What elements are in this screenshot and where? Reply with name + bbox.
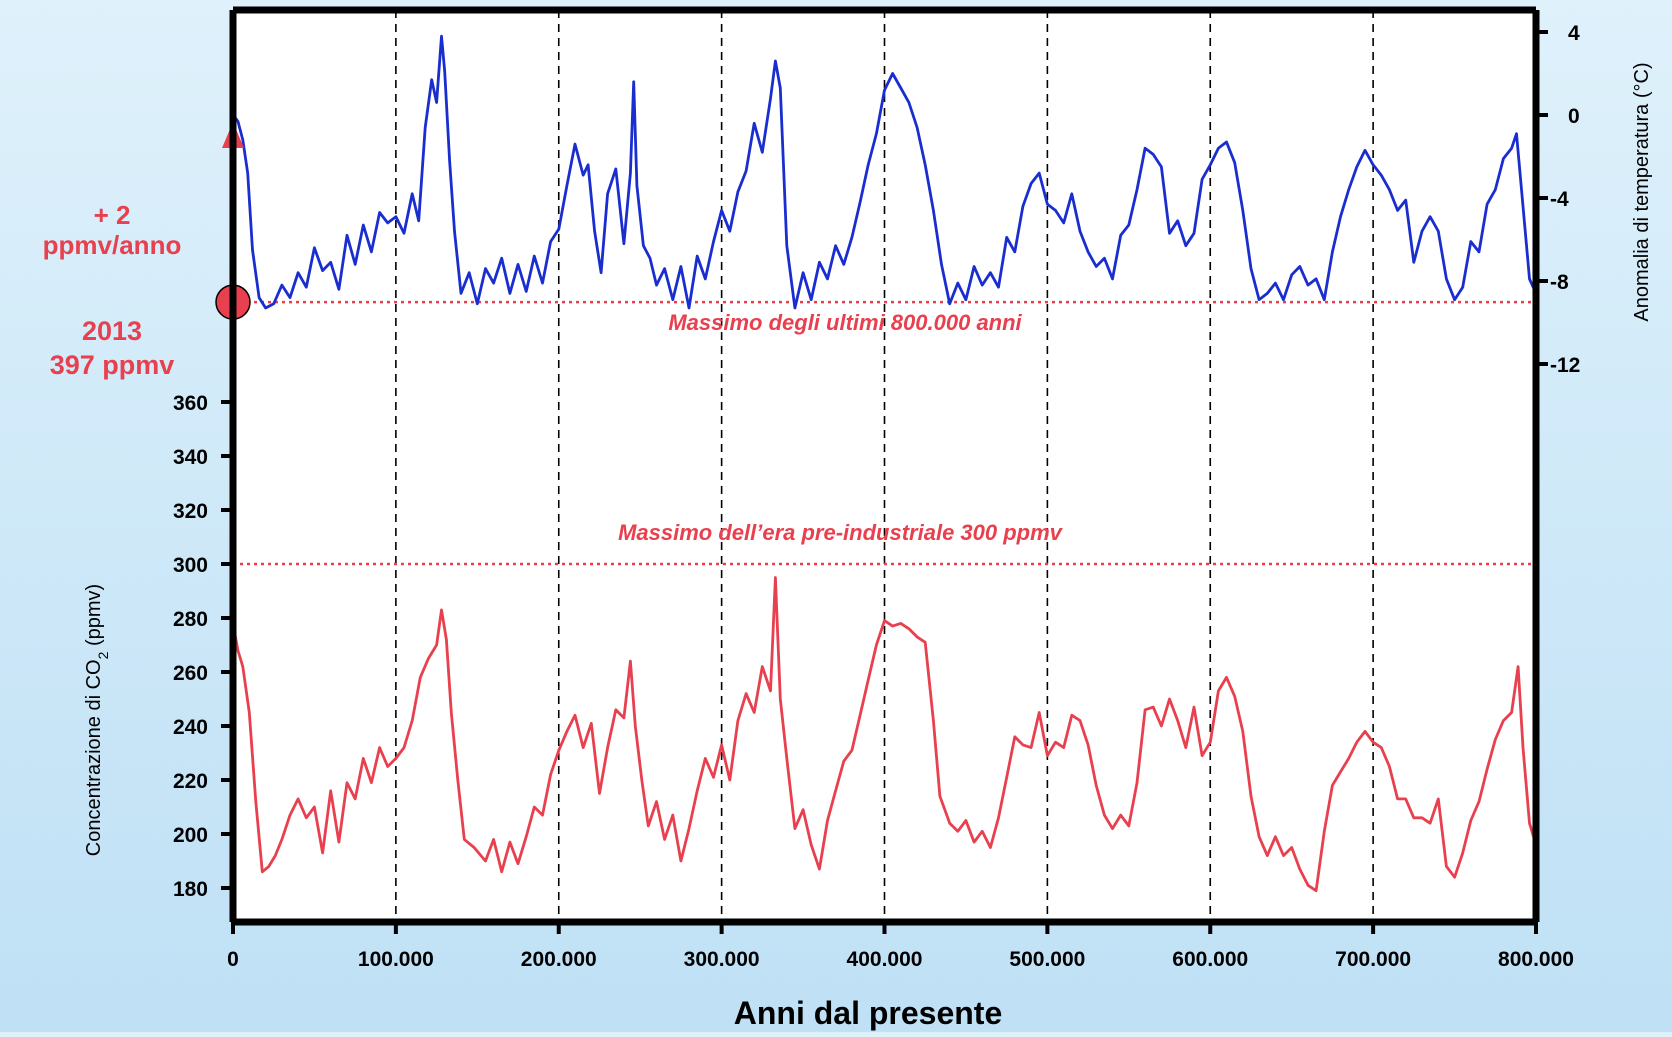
grid-layer <box>395 10 1374 922</box>
event-value-label: 397 ppmv <box>50 350 175 380</box>
right-axis-title: Anomalia di temperatura (°C) <box>1631 62 1653 321</box>
reference-line-label: Massimo degli ultimi 800.000 anni <box>668 310 1022 335</box>
temperature-series-line <box>231 34 1538 310</box>
x-tick-label: 400.000 <box>847 948 923 971</box>
reference-lines-layer: Massimo degli ultimi 800.000 anni Massimo… <box>233 300 1536 566</box>
left-axis-title-unit: (ppmv) <box>83 584 105 652</box>
series-layer <box>231 34 1538 893</box>
left-tick-label: 200 <box>173 824 208 847</box>
right-tick-label: -4 <box>1550 188 1569 211</box>
left-tick-label: 220 <box>173 770 208 793</box>
left-tick-label: 260 <box>173 662 208 685</box>
x-tick-label: 300.000 <box>684 948 760 971</box>
left-tick-label: 340 <box>173 446 208 469</box>
x-tick-label: 600.000 <box>1172 948 1248 971</box>
x-tick-label: 200.000 <box>521 948 597 971</box>
x-tick-label: 700.000 <box>1335 948 1411 971</box>
axis-titles-layer: Anni dal presente Concentrazione di CO2 (… <box>83 62 1653 1031</box>
co2-series-line <box>231 576 1538 893</box>
left-axis-title-subscript: 2 <box>95 651 111 659</box>
left-tick-label: 280 <box>173 608 208 631</box>
rate-label-line-1: + 2 <box>94 200 131 230</box>
x-tick-label: 500.000 <box>1009 948 1085 971</box>
left-tick-label: 300 <box>173 554 208 577</box>
right-tick-label: -12 <box>1550 354 1580 377</box>
left-tick-label: 320 <box>173 500 208 523</box>
right-tick-label: -8 <box>1550 271 1569 294</box>
x-tick-label: 800.000 <box>1498 948 1574 971</box>
frame-layer <box>229 6 1540 926</box>
left-tick-label: 240 <box>173 716 208 739</box>
left-tick-label: 180 <box>173 878 208 901</box>
right-tick-label: 4 <box>1568 22 1580 45</box>
event-year-label: 2013 <box>82 316 142 346</box>
x-tick-label: 0 <box>227 948 239 971</box>
rate-label-line-2: ppmv/anno <box>43 230 182 260</box>
reference-line-label: Massimo dell’era pre-industriale 300 ppm… <box>618 520 1064 545</box>
x-tick-label: 100.000 <box>358 948 434 971</box>
left-axis-title: Concentrazione di CO2 (ppmv) <box>83 584 111 856</box>
tick-layer: 0 100.000 200.000 300.000 400.000 500.000 600.… <box>173 22 1580 971</box>
right-tick-label: 0 <box>1568 105 1580 128</box>
left-tick-label: 360 <box>173 392 208 415</box>
x-axis-title: Anni dal presente <box>734 995 1003 1031</box>
left-axis-title-main: Concentrazione di CO <box>83 659 105 856</box>
